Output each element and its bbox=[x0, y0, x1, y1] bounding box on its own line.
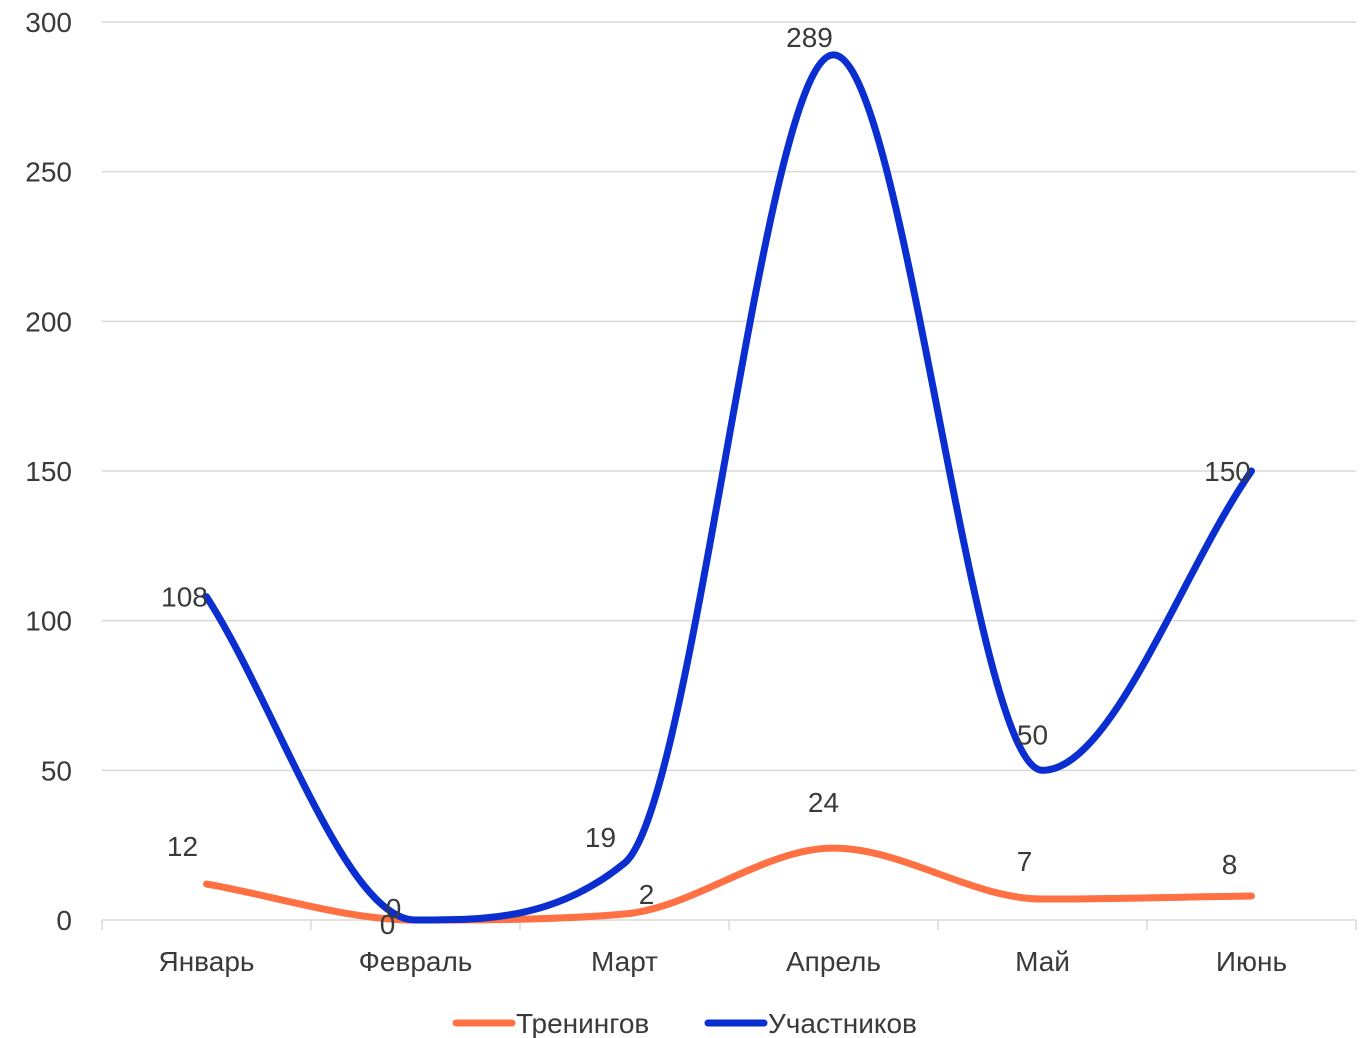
data-label: 24 bbox=[808, 787, 839, 818]
x-tick-label: Май bbox=[1015, 946, 1070, 977]
data-labels: 12 0 2 24 7 8 108 0 19 289 50 150 bbox=[161, 22, 1251, 940]
y-tick-label: 300 bbox=[25, 7, 72, 38]
x-tick-label: Июнь bbox=[1216, 946, 1287, 977]
data-label: 108 bbox=[161, 582, 208, 613]
y-tick-label: 100 bbox=[25, 606, 72, 637]
gridlines bbox=[102, 21, 1356, 921]
legend-label-1: Тренингов bbox=[516, 1008, 649, 1038]
x-tick-label: Апрель bbox=[786, 946, 881, 977]
y-tick-label: 0 bbox=[56, 905, 72, 936]
y-tick-label: 50 bbox=[41, 755, 72, 786]
y-tick-label: 150 bbox=[25, 456, 72, 487]
data-label: 289 bbox=[786, 22, 833, 53]
series-lines bbox=[203, 51, 1255, 924]
data-label: 19 bbox=[585, 822, 616, 853]
x-tick-label: Февраль bbox=[359, 946, 473, 977]
data-label: 12 bbox=[167, 831, 198, 862]
data-label: 0 bbox=[386, 893, 402, 924]
data-label: 2 bbox=[639, 879, 655, 910]
data-label: 7 bbox=[1017, 846, 1033, 877]
legend: Тренингов Участников bbox=[452, 1008, 917, 1038]
x-tick-label: Март bbox=[591, 946, 658, 977]
series-line-1 bbox=[203, 844, 1255, 924]
data-label: 150 bbox=[1204, 456, 1251, 487]
series-line-2 bbox=[203, 51, 1255, 924]
data-label: 0 bbox=[380, 909, 396, 940]
data-label: 50 bbox=[1017, 719, 1048, 750]
legend-label-2: Участников bbox=[768, 1008, 917, 1038]
x-tick-label: Январь bbox=[159, 946, 255, 977]
data-label: 8 bbox=[1222, 849, 1238, 880]
y-tick-label: 200 bbox=[25, 306, 72, 337]
y-tick-label: 250 bbox=[25, 157, 72, 188]
